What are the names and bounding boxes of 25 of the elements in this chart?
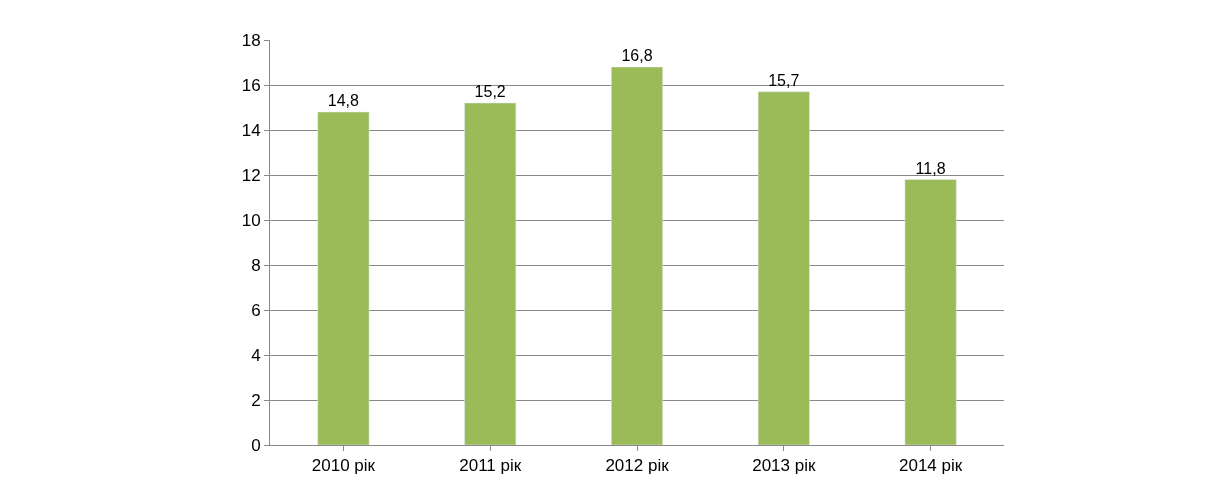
bar xyxy=(464,102,517,445)
bar xyxy=(904,179,957,445)
data-label: 16,8 xyxy=(621,47,653,64)
x-tick-label: 2011 рік xyxy=(459,456,522,476)
y-tick-label: 14 xyxy=(241,120,261,140)
y-tick-label: 16 xyxy=(241,75,261,95)
y-tick-label: 0 xyxy=(251,435,261,455)
x-tick-label: 2014 рік xyxy=(898,456,963,476)
y-tick-label: 18 xyxy=(241,30,261,50)
y-tick-label: 4 xyxy=(251,345,261,365)
y-tick-label: 12 xyxy=(241,165,261,185)
bar xyxy=(757,91,810,445)
data-label: 15,7 xyxy=(768,71,800,89)
y-tick-label: 6 xyxy=(251,300,261,320)
data-label: 11,8 xyxy=(915,159,946,177)
y-tick-label: 2 xyxy=(251,390,261,410)
data-label: 15,2 xyxy=(474,83,506,100)
x-tick-label: 2013 рік xyxy=(752,456,816,476)
y-tick-label: 8 xyxy=(251,255,261,275)
x-tick-label: 2012 рік xyxy=(605,456,670,476)
x-tick-label: 2010 рік xyxy=(311,456,376,476)
y-tick-label: 10 xyxy=(241,210,261,230)
bar xyxy=(611,66,663,445)
data-label: 14,8 xyxy=(327,92,360,109)
bar xyxy=(317,111,370,445)
